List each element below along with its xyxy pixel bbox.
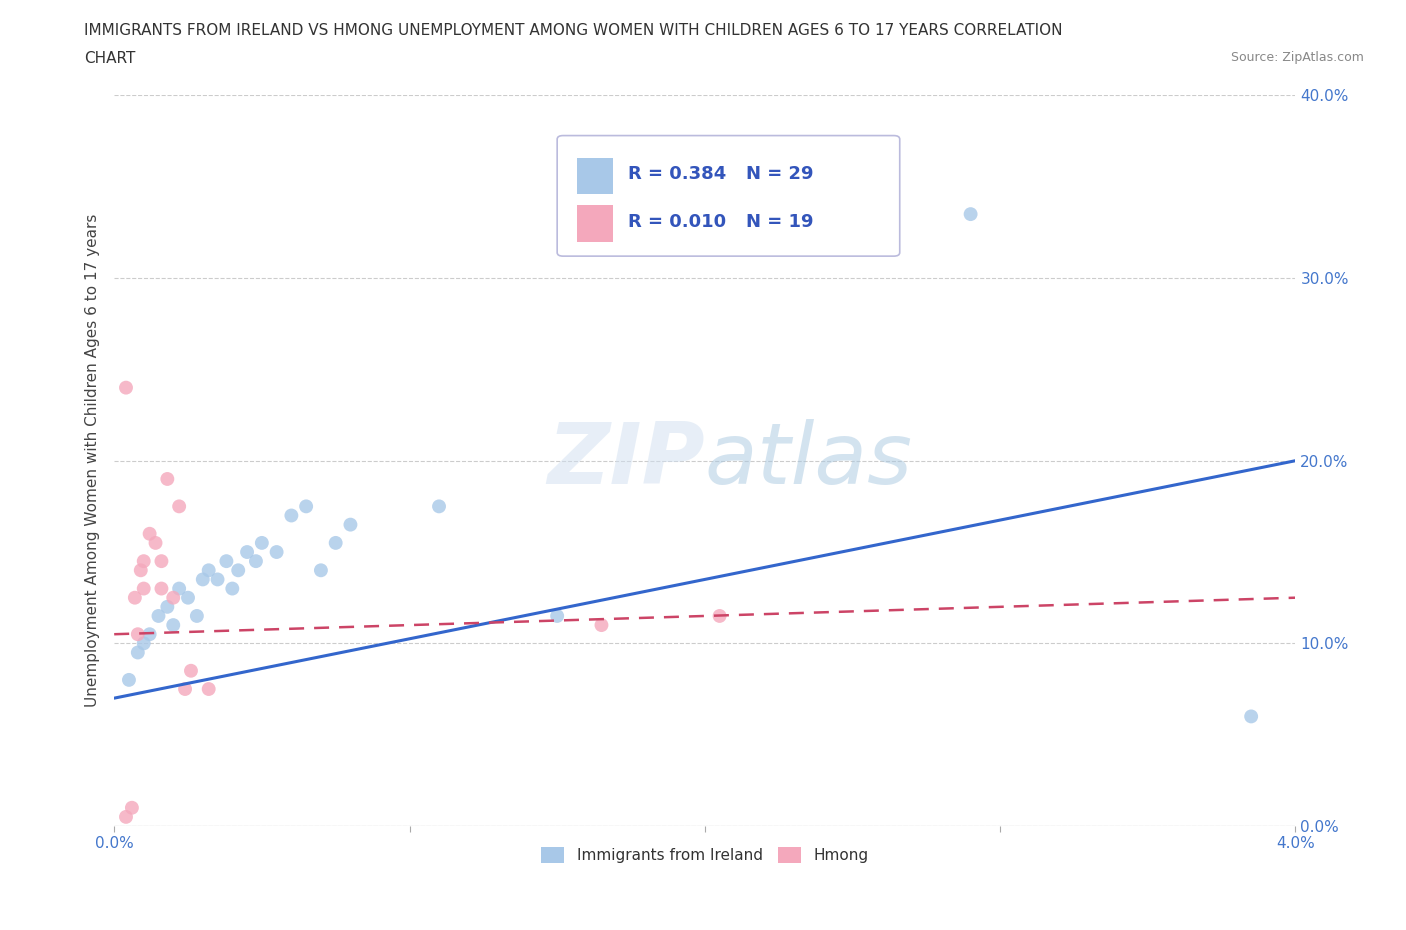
Point [138,526,160,541]
Point [174,682,197,697]
Point [180,663,202,678]
Point [115,809,138,824]
Y-axis label: Unemployment Among Women with Children Ages 6 to 17 years: Unemployment Among Women with Children A… [86,214,100,708]
Point [167,581,190,596]
Point [280,508,302,523]
FancyBboxPatch shape [557,136,900,256]
Point [129,563,152,578]
Point [156,472,179,486]
Text: Source: ZipAtlas.com: Source: ZipAtlas.com [1230,51,1364,64]
Bar [578,157,613,194]
Point [148,608,170,623]
Point [266,545,288,560]
Point [221,581,243,596]
Point [162,591,184,605]
Point [138,627,160,642]
Point [546,608,568,623]
Point [215,553,238,568]
Point [191,572,214,587]
Text: N = 19: N = 19 [747,213,814,231]
Text: IMMIGRANTS FROM IRELAND VS HMONG UNEMPLOYMENT AMONG WOMEN WITH CHILDREN AGES 6 T: IMMIGRANTS FROM IRELAND VS HMONG UNEMPLO… [84,23,1063,38]
Point [127,627,149,642]
Point [591,618,613,632]
Point [150,581,173,596]
Text: R = 0.384: R = 0.384 [628,166,727,183]
Point [197,682,219,697]
Point [226,563,249,578]
Point [325,536,347,551]
Point [709,608,731,623]
Point [197,563,219,578]
Point [132,636,155,651]
Point [132,581,155,596]
Point [124,591,146,605]
Point [145,536,167,551]
Point [207,572,229,587]
Point [186,608,208,623]
Point [177,591,200,605]
Point [118,672,141,687]
Point [427,498,450,513]
Point [959,206,981,221]
Point [167,498,190,513]
Point [309,563,332,578]
Point [1240,709,1263,724]
Text: ZIP: ZIP [547,419,704,502]
Bar [578,205,613,242]
Text: N = 29: N = 29 [747,166,814,183]
Point [162,618,184,632]
Point [156,600,179,615]
Point [121,801,143,816]
Point [250,536,273,551]
Point [236,545,259,560]
Point [127,645,149,660]
Point [245,553,267,568]
Point [150,553,173,568]
Point [115,380,138,395]
Point [295,498,318,513]
Point [132,553,155,568]
Text: R = 0.010: R = 0.010 [628,213,725,231]
Point [339,517,361,532]
Text: CHART: CHART [84,51,136,66]
Text: atlas: atlas [704,419,912,502]
Legend: Immigrants from Ireland, Hmong: Immigrants from Ireland, Hmong [536,842,875,870]
